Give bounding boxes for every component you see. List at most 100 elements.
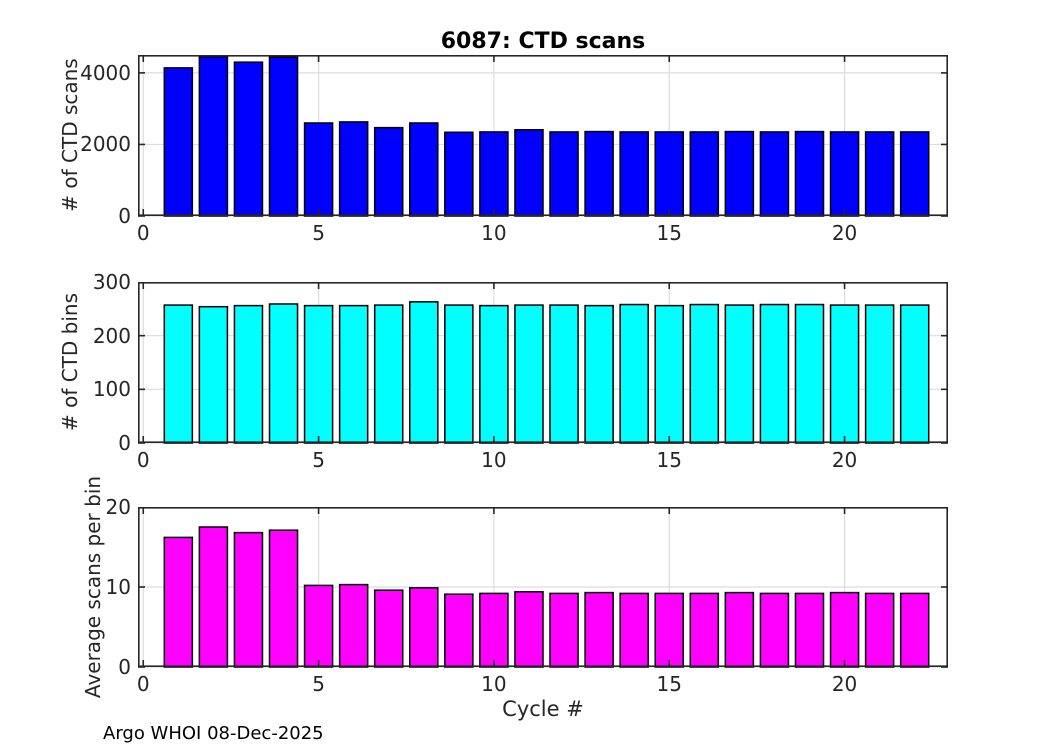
bar-cycle-12 (549, 592, 579, 668)
bar-cycle-5 (303, 122, 334, 217)
bar-cycle-16 (689, 131, 720, 217)
bar-cycle-16 (689, 592, 720, 668)
x-tick-label-20: 20 (831, 448, 858, 472)
bar-cycle-8 (409, 301, 439, 444)
x-tick-label-10: 10 (481, 448, 507, 472)
y-tick-label-200: 200 (92, 323, 131, 348)
bar-cycle-2 (198, 305, 229, 444)
bar-cycle-1 (163, 304, 194, 444)
bar-cycle-9 (444, 131, 474, 217)
bar-cycle-4 (268, 303, 299, 444)
bar-cycle-6 (338, 121, 369, 217)
x-tick-label-5: 5 (312, 448, 325, 472)
x-axis-label: Cycle # (502, 697, 584, 721)
axes-box (138, 55, 948, 216)
bar-cycle-14 (619, 131, 649, 217)
bar-cycle-21 (864, 131, 895, 217)
footer-annotation: Argo WHOI 08-Dec-2025 (103, 723, 324, 744)
y-tick-label-0: 0 (118, 655, 131, 679)
bar-cycle-8 (409, 587, 439, 668)
bar-cycle-5 (303, 304, 334, 444)
bar-cycle-21 (864, 304, 895, 444)
x-tick-label-20: 20 (831, 221, 858, 245)
x-tick-label-10: 10 (481, 672, 507, 696)
bar-cycle-8 (409, 122, 439, 217)
x-tick-label-0: 0 (136, 672, 150, 696)
x-tick-label-10: 10 (481, 221, 507, 245)
bar-cycle-11 (514, 591, 544, 668)
x-tick-label-15: 15 (656, 672, 682, 696)
bar-cycle-13 (584, 304, 614, 444)
axes-box (138, 282, 948, 443)
bar-cycle-12 (549, 131, 579, 217)
bar-cycle-18 (759, 303, 790, 444)
bar-plot-0 (138, 55, 948, 217)
bar-cycle-14 (619, 592, 649, 668)
bar-cycle-17 (724, 591, 755, 668)
bar-cycle-18 (759, 592, 790, 668)
bar-cycle-18 (759, 131, 790, 217)
x-tick-label-0: 0 (136, 221, 150, 245)
bar-cycle-9 (444, 304, 474, 444)
bar-cycle-11 (514, 129, 544, 217)
bar-cycle-22 (899, 304, 930, 444)
bar-cycle-6 (338, 583, 369, 668)
y-tick-label-300: 300 (92, 270, 131, 294)
ctd-bins-ylabel: # of CTD bins (58, 292, 82, 432)
bar-cycle-1 (163, 536, 194, 668)
ctd-bins-chart: # of CTD bins 0 5 10 15 20 0 100 200 300 (0, 272, 1050, 483)
bar-cycle-16 (689, 303, 720, 444)
bar-cycle-14 (619, 303, 649, 444)
bar-cycle-19 (794, 303, 825, 444)
bar-cycle-9 (444, 593, 474, 668)
bar-cycle-10 (479, 304, 509, 444)
y-tick-label-100: 100 (92, 377, 131, 402)
y-tick-label-0: 0 (118, 204, 131, 228)
ctd-scans-chart: # of CTD scans 0 5 10 15 20 0 2000 4000 (0, 55, 1050, 256)
bar-cycle-4 (268, 529, 299, 668)
bar-cycle-15 (654, 592, 685, 668)
bar-cycle-3 (233, 61, 264, 217)
y-tick-label-10: 10 (105, 575, 131, 599)
x-tick-label-15: 15 (656, 221, 682, 245)
bar-cycle-21 (864, 592, 895, 668)
bar-cycle-7 (373, 126, 404, 217)
bar-cycle-2 (198, 526, 229, 668)
bar-cycle-7 (373, 589, 404, 668)
bar-cycle-13 (584, 591, 614, 668)
bar-cycle-10 (479, 592, 509, 668)
bar-cycle-1 (163, 67, 194, 217)
x-tick-label-20: 20 (831, 672, 858, 696)
bar-cycle-22 (899, 131, 930, 217)
bar-cycle-19 (794, 130, 825, 217)
bar-cycle-3 (233, 531, 264, 668)
bar-cycle-12 (549, 304, 579, 444)
bar-cycle-15 (654, 131, 685, 217)
bar-cycle-4 (268, 56, 299, 217)
bar-cycle-11 (514, 304, 544, 444)
bar-cycle-20 (829, 591, 860, 668)
bar-cycle-19 (794, 592, 825, 668)
bar-cycle-6 (338, 304, 369, 444)
x-tick-label-5: 5 (312, 672, 325, 696)
bar-cycle-15 (654, 304, 685, 444)
bar-cycle-22 (899, 592, 930, 668)
bar-cycle-10 (479, 131, 509, 217)
x-tick-label-15: 15 (656, 448, 682, 472)
bar-cycle-20 (829, 304, 860, 444)
avg-scans-chart: Average scans per bin 0 5 10 15 20 0 10 20 (0, 476, 1050, 707)
bar-cycle-7 (373, 304, 404, 444)
figure-title: 6087: CTD scans (440, 29, 646, 54)
y-tick-label-20: 20 (105, 495, 131, 519)
y-tick-label-2000: 2000 (80, 132, 131, 157)
bar-plot-2 (138, 507, 948, 668)
y-tick-label-0: 0 (118, 431, 131, 455)
bar-cycle-17 (724, 130, 755, 217)
bar-cycle-5 (303, 584, 334, 668)
bar-cycle-20 (829, 131, 860, 217)
bar-cycle-17 (724, 304, 755, 444)
bar-cycle-13 (584, 130, 614, 217)
bar-cycle-2 (198, 56, 229, 217)
y-tick-label-4000: 4000 (80, 60, 131, 85)
